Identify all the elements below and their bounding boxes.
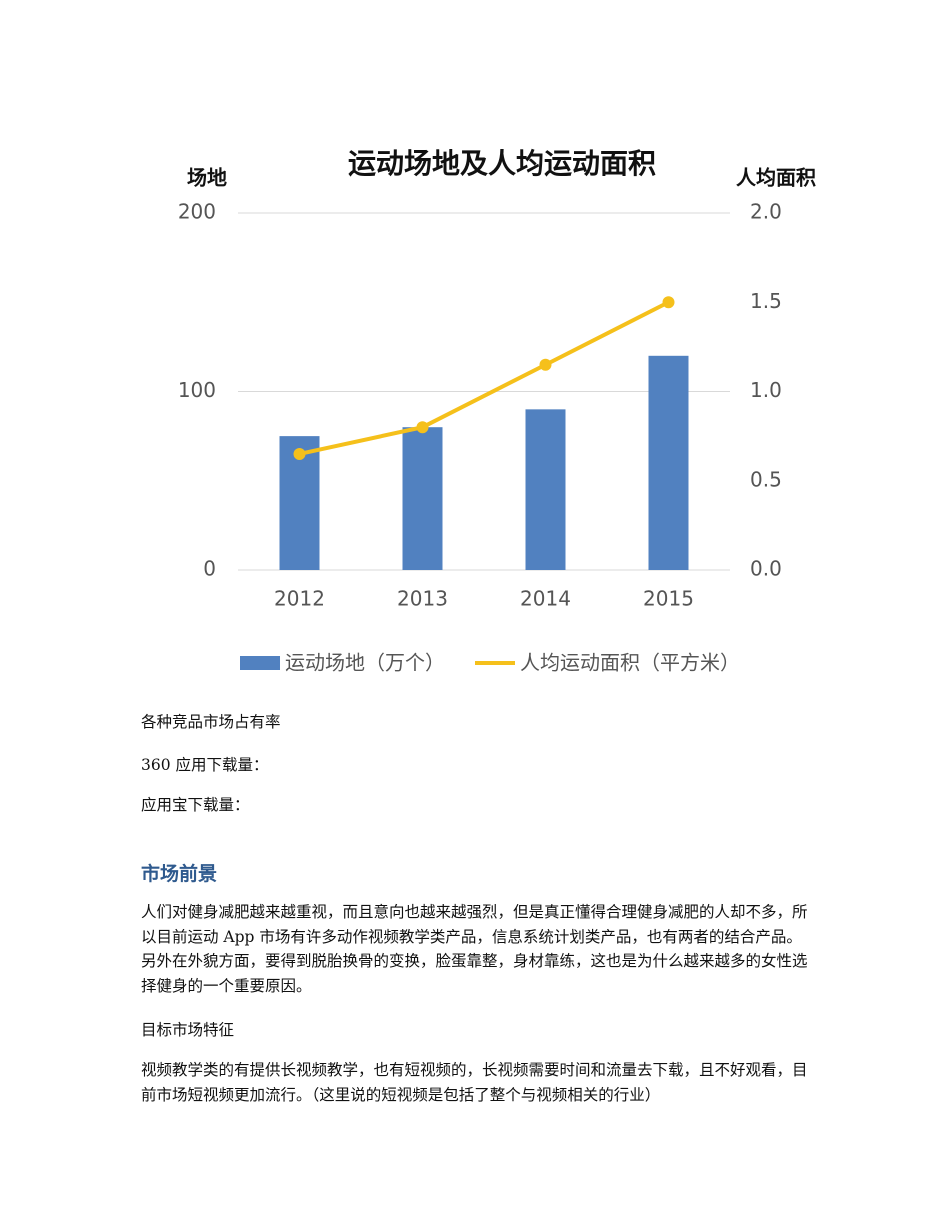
- y2-tick-label: 0.5: [750, 467, 782, 491]
- y2-tick-label: 2.0: [750, 200, 782, 224]
- y2-axis-label: 人均面积: [736, 166, 816, 190]
- y-tick-label: 100: [178, 378, 216, 402]
- x-tick-label: 2013: [397, 587, 448, 611]
- chart-title: 运动场地及人均运动面积: [348, 147, 656, 180]
- line: [299, 300, 670, 456]
- bar: [525, 409, 566, 570]
- bar: [648, 355, 689, 570]
- y2-tick-label: 1.5: [750, 289, 782, 313]
- text-line: 360 应用下载量：: [141, 756, 269, 774]
- line-point: [662, 296, 675, 309]
- line-point: [539, 358, 552, 371]
- x-tick-label: 2015: [643, 587, 694, 611]
- y-tick-label: 0: [203, 557, 216, 581]
- text-line: 应用宝下载量：: [141, 796, 250, 814]
- legend-label: 人均运动面积（平方米）: [520, 651, 740, 675]
- legend-label: 运动场地（万个）: [285, 651, 445, 675]
- line-point: [293, 447, 306, 460]
- y-axis-label: 场地: [187, 166, 227, 190]
- legend-swatch: [240, 656, 280, 670]
- x-tick-label: 2012: [274, 587, 325, 611]
- y2-tick-label: 0.0: [750, 557, 782, 581]
- y-tick-label: 200: [178, 200, 216, 224]
- paragraph: 人们对健身减肥越来越重视，而且意向也越来越强烈，但是真正懂得合理健身减肥的人却不…: [141, 903, 808, 995]
- x-tick-label: 2014: [520, 587, 571, 611]
- y2-tick-label: 1.0: [750, 378, 782, 402]
- text-line: 各种竞品市场占有率: [141, 713, 281, 731]
- section-heading: 市场前景: [141, 863, 218, 885]
- chart: 运动场地及人均运动面积 场地 人均面积 0 100 200 0.0 0.5 1.0 1.5 2…: [178, 147, 816, 675]
- paragraph: 视频教学类的有提供长视频教学，也有短视频的，长视频需要时间和流量去下载，且不好观…: [141, 1061, 808, 1104]
- paragraph: 目标市场特征: [141, 1021, 235, 1039]
- bar: [402, 427, 443, 570]
- line-point: [416, 421, 429, 434]
